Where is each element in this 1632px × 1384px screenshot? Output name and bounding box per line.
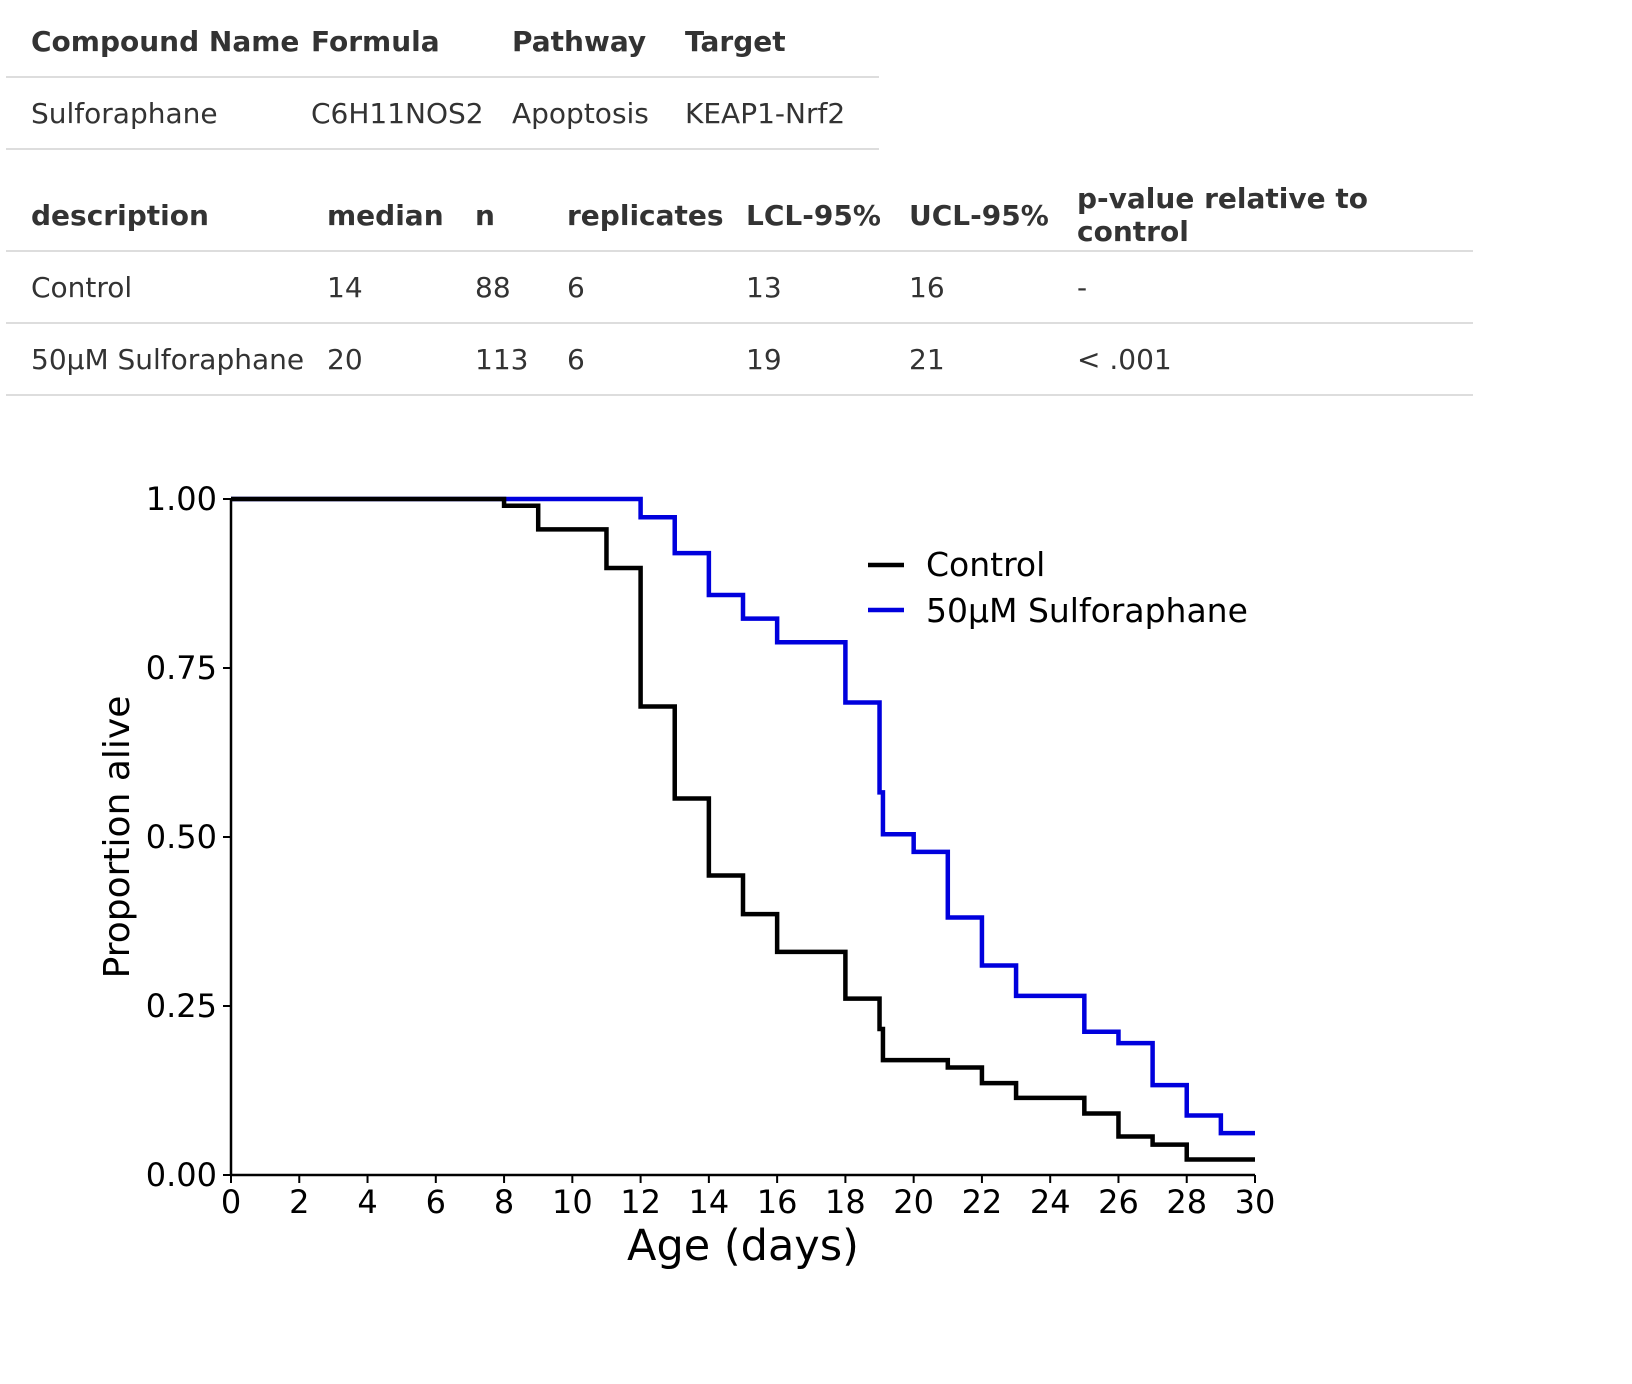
x-tick-label: 30	[1235, 1183, 1276, 1221]
median-cell: 14	[327, 251, 475, 324]
x-axis-label: Age (days)	[627, 1221, 859, 1271]
description-cell: 50µM Sulforaphane	[6, 323, 327, 396]
header-pathway: Pathway	[512, 6, 685, 78]
x-tick-label: 18	[825, 1183, 866, 1221]
lcl-cell: 19	[746, 323, 909, 396]
y-tick-label: 0.25	[146, 987, 217, 1025]
lcl-cell: 13	[746, 251, 909, 324]
compound-table-header-row: Compound Name Formula Pathway Target	[6, 6, 879, 78]
header-median: median	[327, 180, 475, 252]
header-formula: Formula	[311, 6, 512, 78]
x-tick-label: 8	[494, 1183, 514, 1221]
x-tick-label: 2	[289, 1183, 309, 1221]
ucl-cell: 21	[909, 323, 1077, 396]
x-tick-label: 6	[426, 1183, 446, 1221]
survival-chart: 0 2 4 6 8 10 12 14 16 18 20 22 24 26 28 300.000.250.500…	[97, 480, 1276, 1271]
x-tick-label: 26	[1098, 1183, 1139, 1221]
median-cell: 20	[327, 323, 475, 396]
header-target: Target	[685, 6, 879, 78]
table-row: 50µM Sulforaphane 20 113 6 19 21 < .001	[6, 323, 1473, 396]
x-tick-label: 12	[620, 1183, 661, 1221]
series-layer	[231, 496, 1255, 1162]
y-axis-label: Proportion alive	[97, 696, 138, 979]
n-cell: 113	[475, 323, 567, 396]
p-value-cell: -	[1077, 251, 1473, 324]
x-tick-label: 28	[1166, 1183, 1207, 1221]
header-lcl: LCL-95%	[746, 180, 909, 252]
x-tick-label: 0	[221, 1183, 241, 1221]
x-tick-label: 4	[357, 1183, 377, 1221]
legend-label-control: Control	[926, 545, 1045, 584]
x-tick-label: 24	[1030, 1183, 1071, 1221]
compound-name-cell: Sulforaphane	[6, 77, 311, 150]
y-tick-label: 1.00	[146, 480, 217, 518]
p-value-cell: < .001	[1077, 323, 1473, 396]
n-cell: 88	[475, 251, 567, 324]
compound-table: Compound Name Formula Pathway Target Sul…	[6, 6, 879, 150]
x-tick-label: 10	[552, 1183, 593, 1221]
description-cell: Control	[6, 251, 327, 324]
ucl-cell: 16	[909, 251, 1077, 324]
header-description: description	[6, 180, 327, 252]
table-row: Control 14 88 6 13 16 -	[6, 251, 1473, 324]
header-n: n	[475, 180, 567, 252]
y-tick-label: 0.00	[146, 1156, 217, 1194]
header-replicates: replicates	[567, 180, 746, 252]
ticks-layer: 0 2 4 6 8 10 12 14 16 18 20 22 24 26 28 300.000.250.500…	[146, 480, 1276, 1221]
header-ucl: UCL-95%	[909, 180, 1077, 252]
x-tick-label: 22	[962, 1183, 1003, 1221]
y-tick-label: 0.50	[146, 818, 217, 856]
stats-table: description median n replicates LCL-95% …	[6, 180, 1473, 396]
pathway-cell: Apoptosis	[512, 77, 685, 150]
series-line-control	[231, 496, 1255, 1162]
x-tick-label: 20	[893, 1183, 934, 1221]
stats-table-header-row: description median n replicates LCL-95% …	[6, 180, 1473, 252]
y-tick-label: 0.75	[146, 649, 217, 687]
series-line-sulforaphane	[231, 496, 1255, 1136]
replicates-cell: 6	[567, 323, 746, 396]
replicates-cell: 6	[567, 251, 746, 324]
x-tick-label: 16	[757, 1183, 798, 1221]
x-tick-label: 14	[689, 1183, 730, 1221]
formula-cell: C6H11NOS2	[311, 77, 512, 150]
header-compound-name: Compound Name	[6, 6, 311, 78]
legend: Control 50µM Sulforaphane	[868, 545, 1248, 630]
target-cell: KEAP1-Nrf2	[685, 77, 879, 150]
table-row: Sulforaphane C6H11NOS2 Apoptosis KEAP1-N…	[6, 77, 879, 150]
header-p-value: p-value relative to control	[1077, 180, 1473, 252]
legend-label-sulforaphane: 50µM Sulforaphane	[926, 591, 1248, 630]
